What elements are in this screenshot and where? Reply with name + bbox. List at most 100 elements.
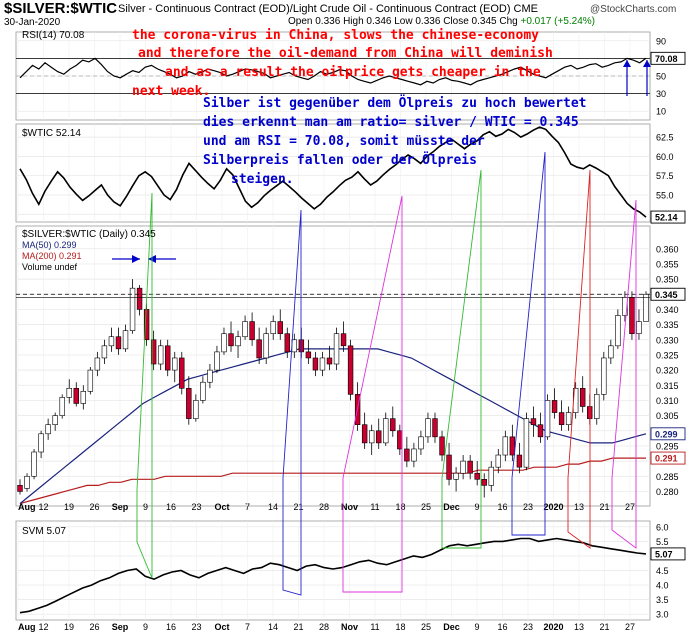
candle-body: [488, 466, 494, 486]
y-tick-label: 5.5: [656, 537, 669, 547]
y-tick-label: 4.5: [656, 566, 669, 576]
annotation-blue-line-1: Silber ist gegenüber dem Ölpreis zu hoch…: [203, 96, 587, 111]
marker-channel-3: [441, 169, 482, 549]
panel-legend: RSI(14) 70.08: [22, 30, 85, 41]
annotation-blue-line-2: dies erkennt man am ratio= silver / WTIC…: [203, 115, 579, 130]
x-tick-label: 19: [64, 622, 74, 632]
y-tick-label: 60.0: [656, 152, 674, 162]
candle-body: [186, 387, 192, 419]
y-tick-label: 0.315: [656, 381, 679, 391]
x-tick-label: 28: [319, 622, 329, 632]
svm-last-tag-box: [650, 547, 686, 561]
x-tick-label: Dec: [443, 622, 460, 632]
marker-channel-6: [611, 199, 637, 549]
marker-channel-2: [342, 195, 403, 593]
x-tick-label: Aug: [18, 622, 36, 632]
candle-body: [52, 415, 58, 425]
y-tick-label: 90: [656, 36, 666, 46]
svm-legend: SVM 5.07: [22, 526, 66, 537]
y-tick-label: 0.310: [656, 396, 679, 406]
x-tick-label: 12: [38, 502, 48, 512]
x-tick-label: 27: [625, 502, 635, 512]
candle-body: [115, 336, 122, 350]
marker-channel-4: [511, 151, 546, 536]
candle-body: [368, 430, 375, 444]
y-tick-label: 62.5: [656, 133, 674, 143]
marker-channel-5: [567, 169, 591, 549]
y-tick-label: 0.360: [656, 244, 679, 254]
x-tick-label: Sep: [112, 502, 129, 512]
candle-body: [333, 333, 340, 365]
candle-body: [172, 357, 178, 371]
y-tick-label: 0.330: [656, 335, 679, 345]
x-tick-label: 9: [143, 622, 148, 632]
arrow-head: [623, 60, 631, 67]
x-tick-label: 27: [625, 622, 635, 632]
x-tick-label: 11: [370, 502, 379, 512]
ma200-last-tag-text: 0.291: [655, 454, 678, 464]
wtic-last-tag-box: [650, 210, 686, 224]
candle-body: [319, 357, 326, 371]
x-tick-label: 18: [395, 622, 405, 632]
candle-body: [411, 448, 417, 462]
x-tick-label: 21: [293, 502, 303, 512]
candle-body: [291, 339, 298, 353]
x-tick-label: 25: [421, 622, 431, 632]
y-tick-label: 3.0: [656, 610, 669, 620]
ratio-last-tag-text: 0.345: [655, 290, 678, 300]
candle-body: [122, 330, 129, 350]
candle-body: [38, 433, 44, 453]
candle-body: [94, 357, 101, 371]
y-tick-label: 0.285: [656, 472, 679, 482]
high-label: High: [343, 16, 364, 27]
candle-body: [214, 351, 220, 371]
ratio-legend: $SILVER:$WTIC (Daily) 0.345: [22, 229, 156, 240]
candle-body: [629, 296, 635, 334]
x-tick-label: 18: [395, 502, 405, 512]
rsi-line: [19, 57, 647, 86]
x-tick-label: 23: [523, 622, 533, 632]
y-tick-label: 0.335: [656, 320, 679, 330]
ratio-last-tag-box: [650, 287, 686, 301]
x-tick-label: Sep: [112, 622, 129, 632]
x-tick-label: 23: [191, 502, 201, 512]
x-tick-label: Aug: [18, 502, 36, 512]
ma50-legend: MA(50) 0.299: [22, 240, 77, 250]
candle-body: [397, 430, 403, 450]
x-tick-label: 21: [599, 622, 609, 632]
x-tick-label: 21: [293, 622, 303, 632]
x-tick-label: 25: [421, 502, 431, 512]
ma200-legend: MA(200) 0.291: [22, 251, 82, 261]
x-tick-label: 9: [474, 622, 479, 632]
brand-logo: @StockCharts.com: [590, 4, 677, 15]
x-tick-label: 16: [166, 622, 176, 632]
x-tick-label: 16: [497, 622, 507, 632]
x-tick-label: 11: [370, 622, 379, 632]
candle-body: [221, 333, 227, 353]
candle-body: [45, 424, 51, 435]
x-tick-label: Nov: [341, 622, 358, 632]
chg-value: +0.017 (+5.24%): [520, 16, 596, 27]
candle-body: [200, 381, 206, 401]
arrow-head: [643, 60, 651, 67]
candle-body: [558, 412, 565, 425]
candle-body: [523, 418, 530, 468]
rsi-last-tag-box: [650, 51, 686, 65]
x-tick-label: 13: [574, 622, 584, 632]
y-tick-label: 50: [656, 72, 666, 82]
candle-body: [256, 339, 262, 359]
y-tick-label: 6.0: [656, 522, 669, 532]
annotation-blue-line-4: Silberpreis fallen oder der Ölpreis: [203, 153, 477, 168]
x-tick-label: 2020: [543, 502, 563, 512]
x-tick-label: Oct: [214, 622, 229, 632]
ma200-line: [19, 457, 646, 505]
candle-body: [235, 336, 241, 347]
y-tick-label: 0.355: [656, 259, 679, 269]
close-label: Close: [443, 16, 469, 27]
candle-body: [615, 315, 621, 347]
candle-body: [249, 321, 255, 341]
candle-body: [270, 321, 276, 334]
candle-body: [143, 309, 150, 341]
x-tick-label: 19: [64, 502, 74, 512]
